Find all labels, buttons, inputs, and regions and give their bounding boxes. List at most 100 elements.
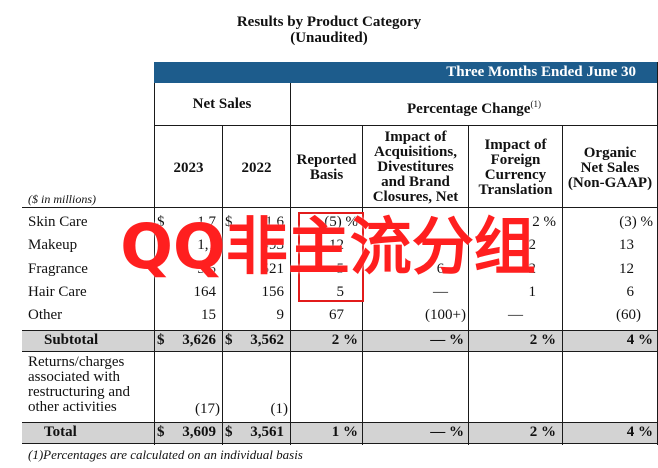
- value-acquisitions: —: [433, 284, 448, 300]
- highlight-box: [298, 212, 364, 302]
- value-organic: 13: [619, 237, 634, 253]
- value-organic: 6: [626, 284, 635, 300]
- subtotal-band: [22, 330, 658, 351]
- value-reported: 1 %: [331, 424, 358, 440]
- value-reported: (5) %: [324, 214, 358, 230]
- value-2023: 5 5: [197, 261, 216, 277]
- dollar-sign: $: [225, 332, 233, 348]
- period-banner-text: Three Months Ended June 30: [446, 64, 636, 80]
- col-header-line: Acquisitions,: [374, 144, 457, 160]
- value-reported: 12: [329, 237, 344, 253]
- row-label: Hair Care: [28, 284, 87, 300]
- value-acquisitions: — %: [430, 332, 464, 348]
- group-percentage-change: Percentage Change(1): [291, 97, 657, 117]
- value-organic: 4 %: [626, 424, 653, 440]
- grid-line: [22, 351, 658, 352]
- value-organic: 4 %: [626, 332, 653, 348]
- value-acquisitions: 6: [436, 261, 445, 277]
- value-reported: 5: [336, 261, 345, 277]
- col-header-line: Divestitures: [377, 159, 454, 175]
- value-2023: 15: [201, 307, 216, 323]
- value-organic: (3) %: [619, 214, 653, 230]
- col-reported-basis: Reported Basis: [291, 153, 362, 183]
- report-subtitle: (Unaudited): [290, 30, 368, 46]
- col-header-line: Impact of: [384, 129, 447, 145]
- value-2022: 156: [261, 284, 285, 300]
- col-2022: 2022: [241, 160, 272, 176]
- period-banner: Three Months Ended June 30: [154, 62, 658, 83]
- value-fx: —: [508, 307, 523, 323]
- value-fx: 2: [528, 237, 537, 253]
- units-label: ($ in millions): [28, 192, 96, 206]
- grid-line: [22, 330, 658, 331]
- row-label: Skin Care: [28, 214, 88, 230]
- col-organic-net-sales: Organic Net Sales (Non-GAAP): [563, 146, 657, 191]
- dollar-sign: $: [157, 214, 165, 230]
- total-label: Total: [44, 424, 77, 440]
- value-2022: 3,561: [250, 424, 284, 440]
- col-fx-translation: Impact of Foreign Currency Translation: [469, 138, 562, 198]
- dollar-sign: $: [157, 332, 165, 348]
- col-header-line: Closures, Net: [372, 189, 459, 205]
- group-net-sales: Net Sales: [192, 96, 252, 112]
- col-header-line: and Brand: [381, 174, 450, 190]
- value-2023: 1,1: [197, 237, 216, 253]
- value-reported: 67: [329, 307, 344, 323]
- value-organic: 12: [619, 261, 634, 277]
- col-header-line: Basis: [309, 167, 344, 183]
- report-title: Results by Product Category: [236, 14, 422, 30]
- footnote-marker: (1): [530, 99, 541, 109]
- subtotal-label: Subtotal: [44, 332, 99, 348]
- col-acquisitions: Impact of Acquisitions, Divestitures and…: [363, 130, 468, 205]
- row-label: Other: [28, 307, 63, 323]
- value-2022: 993: [261, 237, 285, 253]
- value-2023: 3,609: [182, 424, 216, 440]
- grid-line: [468, 125, 469, 445]
- col-2023: 2023: [173, 160, 204, 176]
- value-fx: 1: [528, 284, 537, 300]
- row-label: Fragrance: [28, 261, 88, 277]
- value-acquisitions: — %: [430, 424, 464, 440]
- value-2023: 3,626: [182, 332, 216, 348]
- value-fx: 2 %: [532, 214, 556, 230]
- grid-line: [222, 125, 223, 445]
- value-fx: 2 %: [529, 424, 556, 440]
- watermark-overlay: QQ非主流分组: [120, 210, 536, 283]
- grid-line: [22, 443, 658, 444]
- row-label: Makeup: [28, 237, 78, 253]
- value-2022: 521: [261, 261, 285, 277]
- grid-line: [290, 83, 291, 445]
- value-2023: (17): [195, 401, 220, 417]
- col-header-line: (Non-GAAP): [567, 175, 653, 191]
- returns-label-line: restructuring and: [28, 384, 131, 400]
- col-header-line: Foreign: [490, 152, 541, 168]
- returns-label-line: Returns/charges: [28, 354, 125, 370]
- returns-label: Returns/charges associated with restruct…: [28, 355, 130, 415]
- col-header-line: Organic: [583, 145, 637, 161]
- col-header-line: Net Sales: [580, 160, 640, 176]
- grid-line: [154, 125, 658, 126]
- value-2023: 164: [193, 284, 217, 300]
- col-header-line: Impact of: [484, 137, 547, 153]
- returns-label-line: associated with: [28, 369, 121, 385]
- value-2022: 1,6: [265, 214, 284, 230]
- dollar-sign: $: [225, 214, 233, 230]
- value-reported: 2 %: [331, 332, 358, 348]
- value-2022: (1): [270, 401, 289, 417]
- group-percentage-change-label: Percentage Change: [407, 101, 531, 117]
- col-header-line: Currency: [484, 167, 547, 183]
- value-fx: 2 %: [529, 332, 556, 348]
- value-2022: 9: [276, 307, 285, 323]
- grid-line: [562, 125, 563, 445]
- total-band: [22, 422, 658, 443]
- dollar-sign: $: [225, 424, 233, 440]
- footnote: (1)Percentages are calculated on an indi…: [28, 447, 303, 462]
- grid-line: [22, 422, 658, 423]
- grid-line: [22, 207, 658, 208]
- value-reported: 5: [336, 284, 345, 300]
- grid-line: [154, 83, 155, 445]
- value-2022: 3,562: [250, 332, 284, 348]
- returns-label-line: other activities: [28, 399, 117, 415]
- dollar-sign: $: [157, 424, 165, 440]
- value-acquisitions: (100+): [425, 307, 466, 323]
